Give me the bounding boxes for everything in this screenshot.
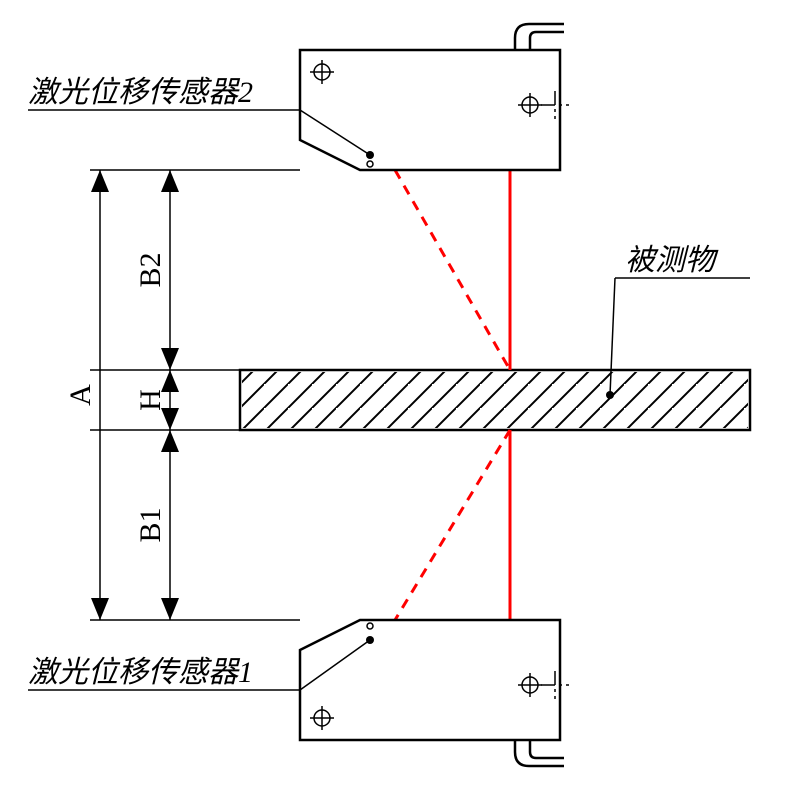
label-sensor1: 激光位移传感器1 bbox=[28, 656, 253, 689]
dim-text-A: A bbox=[64, 384, 97, 406]
label-sensor2: 激光位移传感器2 bbox=[28, 76, 253, 109]
measured-object bbox=[240, 370, 750, 430]
label-object: 被测物 bbox=[625, 244, 719, 277]
dim-text-H: H bbox=[134, 389, 167, 411]
dim-text-B1: B1 bbox=[134, 507, 167, 542]
sensor-2 bbox=[300, 24, 569, 170]
dim-text-B2: B2 bbox=[134, 252, 167, 287]
sensor-1 bbox=[300, 620, 569, 766]
